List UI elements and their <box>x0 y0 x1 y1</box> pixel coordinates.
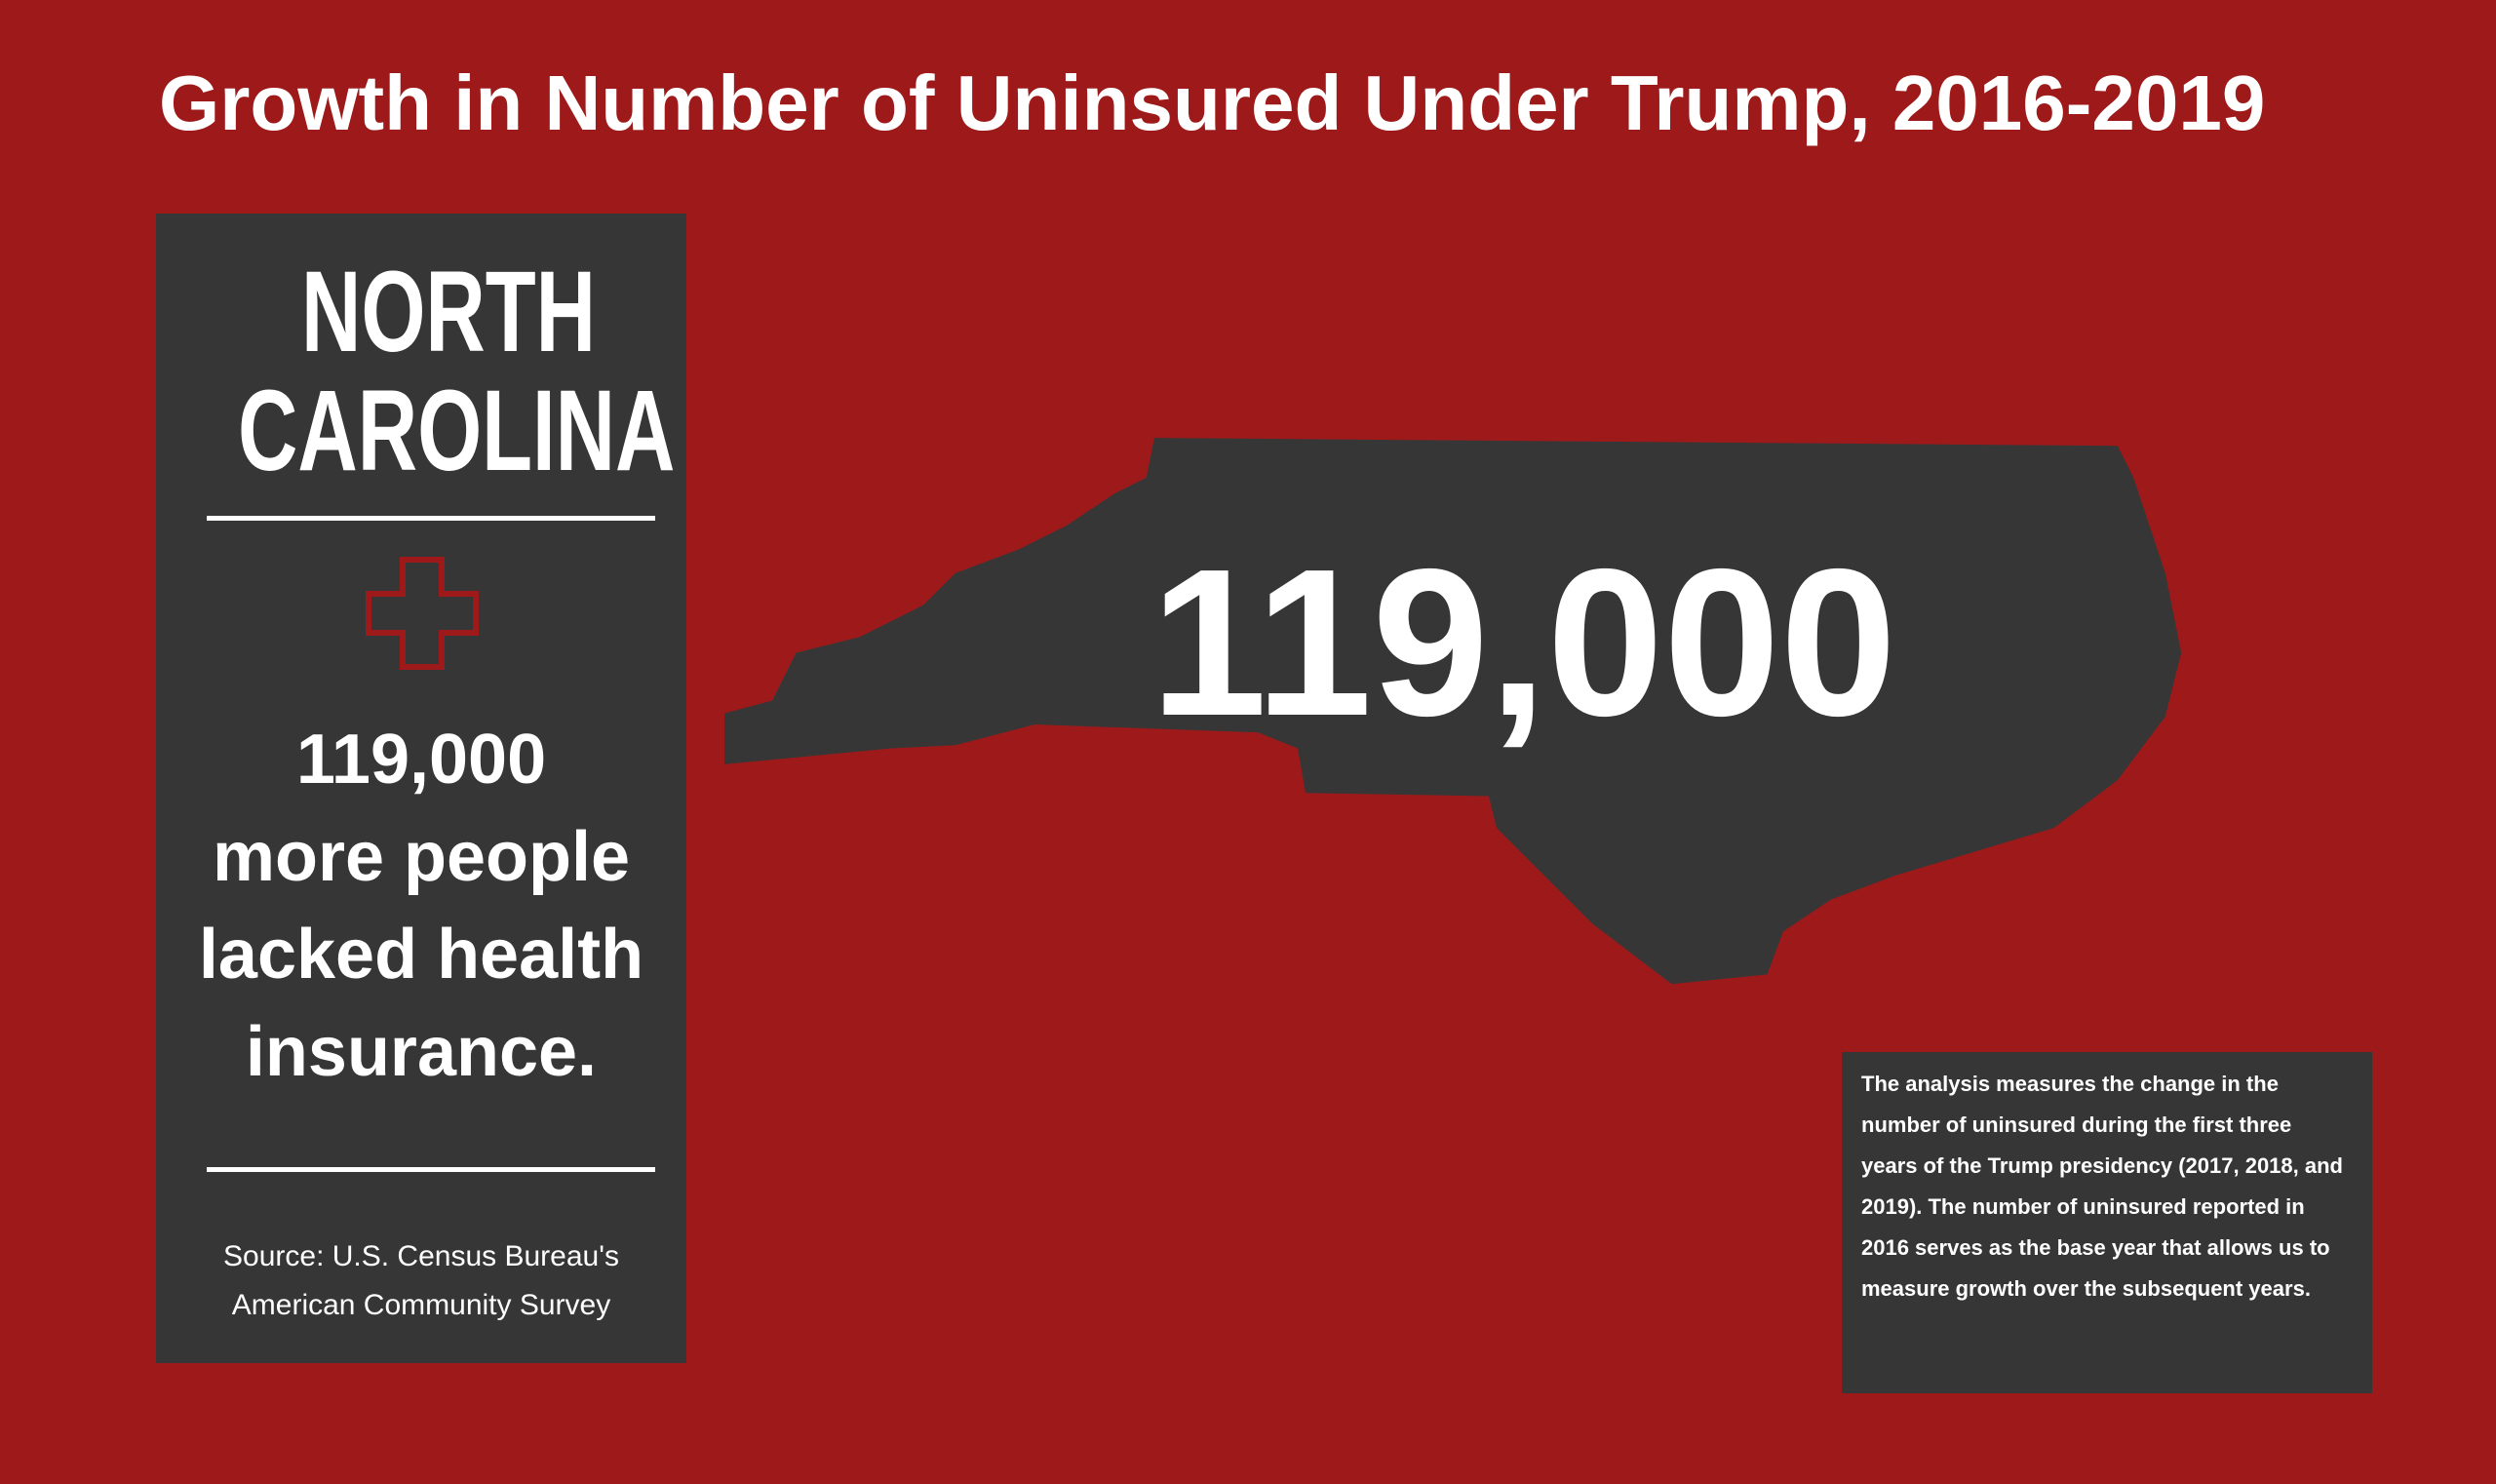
state-name-text: NORTH CAROLINA <box>237 248 676 495</box>
divider <box>207 516 655 521</box>
state-name: NORTH CAROLINA <box>156 253 686 490</box>
state-shape <box>724 438 2182 985</box>
stat-number: 119,000 <box>295 721 547 799</box>
title: Growth in Number of Uninsured Under Trum… <box>159 59 2266 146</box>
cross-icon <box>366 557 479 670</box>
info-panel: NORTH CAROLINA 119,000 more people lacke… <box>156 214 686 1363</box>
stat: 119,000 more people lacked health insura… <box>168 711 675 1101</box>
note: The analysis measures the change in the … <box>1842 1052 2372 1393</box>
map-label: 119,000 <box>1150 525 1897 760</box>
divider <box>207 1167 655 1172</box>
stat-text: more people lacked health insurance. <box>198 818 644 1091</box>
source: Source: U.S. Census Bureau's American Co… <box>223 1240 619 1321</box>
